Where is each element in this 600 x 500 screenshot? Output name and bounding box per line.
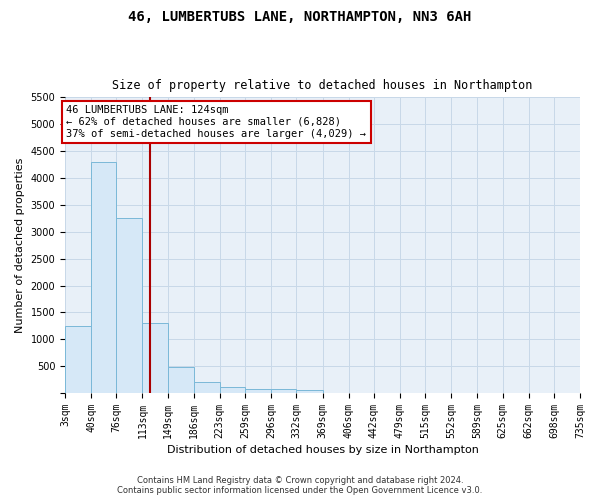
- Text: 46, LUMBERTUBS LANE, NORTHAMPTON, NN3 6AH: 46, LUMBERTUBS LANE, NORTHAMPTON, NN3 6A…: [128, 10, 472, 24]
- Bar: [194, 382, 220, 393]
- Bar: [220, 386, 245, 393]
- Title: Size of property relative to detached houses in Northampton: Size of property relative to detached ho…: [112, 79, 533, 92]
- Bar: [271, 390, 296, 393]
- Y-axis label: Number of detached properties: Number of detached properties: [15, 158, 25, 333]
- Bar: [296, 390, 323, 393]
- X-axis label: Distribution of detached houses by size in Northampton: Distribution of detached houses by size …: [167, 445, 478, 455]
- Bar: [142, 323, 168, 393]
- Bar: [65, 326, 91, 393]
- Bar: [245, 389, 271, 393]
- Text: Contains HM Land Registry data © Crown copyright and database right 2024.
Contai: Contains HM Land Registry data © Crown c…: [118, 476, 482, 495]
- Bar: [116, 218, 142, 393]
- Text: 46 LUMBERTUBS LANE: 124sqm
← 62% of detached houses are smaller (6,828)
37% of s: 46 LUMBERTUBS LANE: 124sqm ← 62% of deta…: [67, 106, 367, 138]
- Bar: [168, 368, 194, 393]
- Bar: [91, 162, 116, 393]
